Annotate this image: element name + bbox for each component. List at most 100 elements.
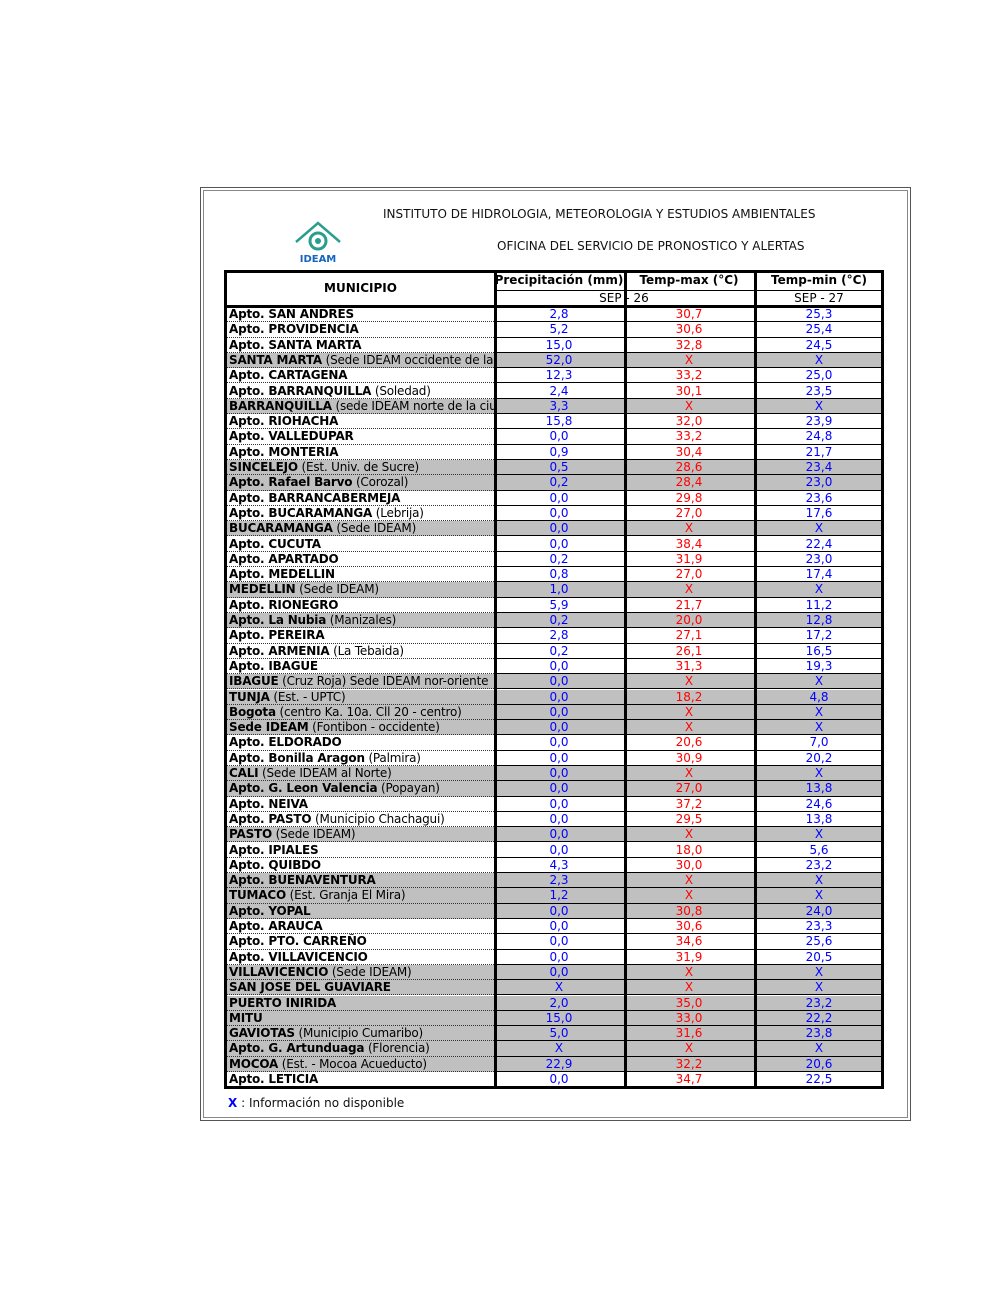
precipitation-cell: 0,0: [494, 429, 624, 445]
precipitation-cell: 0,0: [494, 964, 624, 981]
municipio-cell: Apto. G. Leon Valencia (Popayan): [227, 781, 494, 797]
municipio-name: BUCARAMANGA: [229, 521, 333, 536]
municipio-name: MITU: [229, 1010, 263, 1025]
municipio-cell: Apto. YOPAL: [227, 903, 494, 919]
temp-min-cell: 24,0: [754, 903, 884, 919]
precipitation-cell: 0,0: [494, 950, 624, 965]
municipio-detail: (Soledad): [374, 383, 431, 398]
temp-max-cell: 33,0: [624, 1010, 754, 1027]
precipitation-cell: 0,0: [494, 735, 624, 751]
temp-min-cell: 25,4: [754, 322, 884, 338]
precipitation-cell: 0,0: [494, 919, 624, 935]
temp-min-cell: 23,0: [754, 475, 884, 491]
temp-max-cell: X: [624, 873, 754, 889]
municipio-name: Apto. PASTO: [229, 811, 312, 826]
municipio-name: GAVIOTAS: [229, 1026, 295, 1041]
temp-min-cell: 19,3: [754, 659, 884, 675]
municipio-name: CALI: [229, 766, 259, 780]
municipio-name: Apto. MEDELLIN: [229, 567, 335, 582]
temp-min-cell: 24,8: [754, 429, 884, 445]
precipitation-cell: 3,3: [494, 398, 624, 415]
municipio-cell: Apto. BARRANQUILLA (Soledad): [227, 384, 494, 399]
municipio-name: PASTO: [229, 827, 273, 842]
temp-min-cell: 23,3: [754, 919, 884, 935]
row-border: [224, 1086, 884, 1090]
precipitation-cell: 0,0: [494, 781, 624, 797]
precipitation-cell: X: [494, 980, 624, 996]
temp-max-cell: X: [624, 521, 754, 537]
municipio-name: Apto. LETICIA: [229, 1072, 319, 1086]
header-divider: [494, 290, 884, 291]
municipio-detail: (La Tebaida): [333, 643, 404, 658]
temp-min-cell: X: [754, 827, 884, 843]
col-precipitation: Precipitación (mm): [494, 273, 624, 287]
municipio-cell: Apto. BARRANCABERMEJA: [227, 491, 494, 506]
temp-min-cell: 23,2: [754, 858, 884, 874]
municipio-cell: VILLAVICENCIO (Sede IDEAM): [227, 964, 494, 981]
municipio-name: Apto. BUENAVENTURA: [229, 873, 376, 888]
municipio-name: Apto. VILLAVICENCIO: [229, 949, 368, 964]
temp-max-cell: 35,0: [624, 995, 754, 1011]
municipio-cell: Apto. MEDELLIN: [227, 567, 494, 583]
temp-max-cell: 33,2: [624, 429, 754, 445]
municipio-name: Apto. NEIVA: [229, 796, 308, 811]
temp-max-cell: 26,1: [624, 644, 754, 659]
temp-max-cell: X: [624, 582, 754, 598]
temp-min-cell: X: [754, 766, 884, 782]
precipitation-cell: 0,0: [494, 797, 624, 812]
municipio-cell: BARRANQUILLA (sede IDEAM norte de la ciu…: [227, 398, 494, 415]
temp-max-cell: 31,9: [624, 950, 754, 965]
temp-max-cell: 32,0: [624, 414, 754, 430]
temp-min-cell: X: [754, 352, 884, 369]
temp-max-cell: 31,6: [624, 1026, 754, 1042]
municipio-cell: Apto. APARTADO: [227, 552, 494, 568]
precipitation-cell: 0,0: [494, 659, 624, 675]
temp-max-cell: 27,0: [624, 506, 754, 522]
temp-min-cell: 23,0: [754, 552, 884, 568]
column-border: [494, 270, 497, 1090]
temp-min-cell: X: [754, 888, 884, 904]
temp-min-cell: 20,5: [754, 950, 884, 965]
municipio-detail: (Sede IDEAM al Norte): [262, 766, 392, 780]
precipitation-cell: 5,9: [494, 598, 624, 613]
precipitation-cell: 5,2: [494, 322, 624, 338]
footnote-symbol: X: [228, 1096, 238, 1110]
municipio-detail: (Est. - UPTC): [273, 689, 346, 704]
municipio-name: Sede IDEAM: [229, 720, 309, 735]
temp-max-cell: X: [624, 704, 754, 721]
temp-max-cell: 37,2: [624, 797, 754, 812]
precipitation-cell: 0,0: [494, 812, 624, 828]
municipio-name: Apto. BUCARAMANGA: [229, 505, 373, 520]
temp-min-cell: X: [754, 704, 884, 721]
municipio-cell: SAN JOSE DEL GUAVIARE: [227, 980, 494, 996]
municipio-detail: (Popayan): [381, 781, 440, 796]
municipio-cell: SINCELEJO (Est. Univ. de Sucre): [227, 460, 494, 476]
precipitation-cell: 2,3: [494, 873, 624, 889]
temp-max-cell: 30,4: [624, 445, 754, 460]
municipio-cell: PUERTO INIRIDA: [227, 995, 494, 1011]
municipio-name: Apto. Rafael Barvo: [229, 475, 353, 490]
municipio-name: Apto. Bonilla Aragon: [229, 750, 365, 765]
municipio-cell: Sede IDEAM (Fontibon - occidente): [227, 720, 494, 736]
municipio-detail: (Lebrija): [375, 505, 424, 520]
logo-roof: [295, 221, 341, 243]
temp-max-cell: 34,6: [624, 934, 754, 950]
municipio-detail: (Sede IDEAM): [331, 964, 412, 979]
municipio-cell: Apto. PEREIRA: [227, 628, 494, 644]
column-border: [881, 270, 884, 1090]
municipio-detail: (Palmira): [368, 750, 421, 765]
precipitation-cell: 1,2: [494, 888, 624, 904]
temp-max-cell: X: [624, 1041, 754, 1057]
temp-max-cell: X: [624, 827, 754, 843]
temp-max-cell: 30,8: [624, 903, 754, 919]
temp-max-cell: 30,6: [624, 322, 754, 338]
municipio-name: TUMACO: [229, 888, 286, 903]
municipio-cell: Apto. ARMENIA (La Tebaida): [227, 644, 494, 659]
municipio-name: Apto. ARAUCA: [229, 919, 323, 933]
municipio-cell: GAVIOTAS (Municipio Cumaribo): [227, 1026, 494, 1042]
col-temp-min: Temp-min (°C): [771, 273, 867, 287]
temp-min-cell: X: [754, 980, 884, 996]
municipio-name: MOCOA: [229, 1056, 279, 1071]
municipio-detail: (Fontibon - occidente): [312, 720, 440, 735]
temp-min-cell: 23,5: [754, 384, 884, 399]
